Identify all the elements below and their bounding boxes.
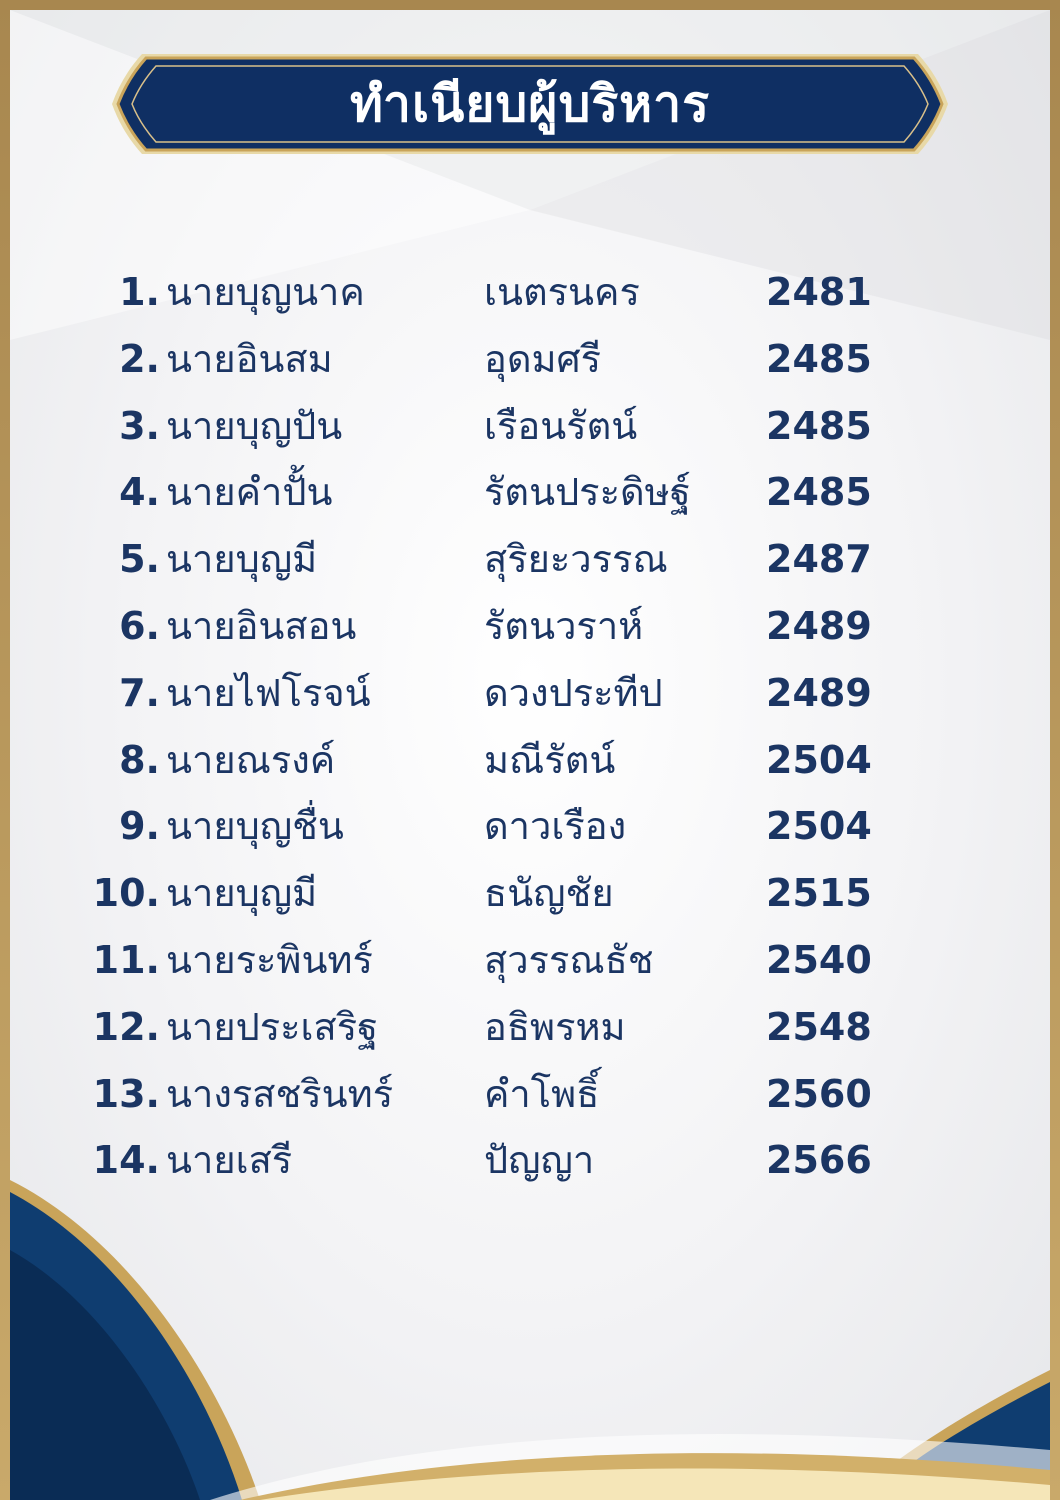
list-item: 1. นายบุญนาค เนตรนคร 2481 bbox=[0, 262, 1060, 329]
year: 2489 bbox=[766, 603, 872, 648]
first-name: นายณรงค์ bbox=[166, 737, 336, 782]
surname: ดวงประทีป bbox=[484, 670, 663, 715]
first-name: นายประเสริฐ bbox=[166, 1004, 379, 1049]
item-number: 4. bbox=[119, 470, 160, 515]
first-name: นายบุญนาค bbox=[166, 270, 365, 314]
bottom-corner-waves bbox=[10, 1180, 1050, 1500]
administrators-list: 1. นายบุญนาค เนตรนคร 2481 2. นายอินสม อุดมศรี 2… bbox=[0, 262, 1060, 1197]
year: 2566 bbox=[766, 1138, 872, 1183]
item-number: 6. bbox=[119, 603, 160, 648]
surname: สุวรรณธัช bbox=[484, 937, 654, 982]
list-item: 2. นายอินสม อุดมศรี 2485 bbox=[0, 329, 1060, 396]
year: 2485 bbox=[766, 470, 872, 515]
first-name: นายอินสม bbox=[166, 336, 333, 381]
item-number: 2. bbox=[119, 336, 160, 381]
item-number: 10. bbox=[92, 871, 160, 916]
item-number: 5. bbox=[119, 537, 160, 582]
list-item: 3. นายบุญปัน เรือนรัตน์ 2485 bbox=[0, 396, 1060, 463]
surname: อุดมศรี bbox=[484, 336, 602, 381]
item-number: 14. bbox=[92, 1138, 160, 1183]
year: 2560 bbox=[766, 1071, 872, 1116]
list-item: 11. นายระพินทร์ สุวรรณธัช 2540 bbox=[0, 930, 1060, 997]
year: 2504 bbox=[766, 737, 872, 782]
list-item: 13. นางรสชรินทร์ คำโพธิ์ 2560 bbox=[0, 1064, 1060, 1131]
item-number: 13. bbox=[92, 1071, 160, 1116]
surname: ธนัญชัย bbox=[484, 871, 614, 916]
item-number: 7. bbox=[119, 670, 160, 715]
surname: ดาวเรือง bbox=[484, 804, 627, 849]
poster-background bbox=[10, 10, 1050, 1500]
first-name: นายบุญปัน bbox=[166, 403, 343, 448]
item-number: 3. bbox=[119, 403, 160, 448]
surname: มณีรัตน์ bbox=[484, 737, 616, 782]
first-name: นายบุญมี bbox=[166, 537, 318, 582]
list-item: 7. นายไฟโรจน์ ดวงประทีป 2489 bbox=[0, 663, 1060, 730]
list-item: 9. นายบุญชื่น ดาวเรือง 2504 bbox=[0, 796, 1060, 863]
list-item: 4. นายคำปั้น รัตนประดิษฐ์ 2485 bbox=[0, 462, 1060, 529]
first-name: นางรสชรินทร์ bbox=[166, 1071, 394, 1116]
year: 2485 bbox=[766, 403, 872, 448]
first-name: นายอินสอน bbox=[166, 603, 357, 648]
first-name: นายระพินทร์ bbox=[166, 937, 373, 982]
surname: รัตนวราห์ bbox=[484, 603, 644, 648]
year: 2489 bbox=[766, 670, 872, 715]
item-number: 8. bbox=[119, 737, 160, 782]
year: 2485 bbox=[766, 336, 872, 381]
first-name: นายคำปั้น bbox=[166, 470, 333, 515]
list-item: 8. นายณรงค์ มณีรัตน์ 2504 bbox=[0, 730, 1060, 797]
first-name: นายเสรี bbox=[166, 1138, 293, 1183]
surname: รัตนประดิษฐ์ bbox=[484, 470, 691, 515]
surname: อธิพรหม bbox=[484, 1004, 626, 1049]
title-banner bbox=[112, 54, 948, 154]
year: 2515 bbox=[766, 871, 872, 916]
surname: เนตรนคร bbox=[484, 270, 640, 314]
list-item: 6. นายอินสอน รัตนวราห์ 2489 bbox=[0, 596, 1060, 663]
list-item: 12. นายประเสริฐ อธิพรหม 2548 bbox=[0, 997, 1060, 1064]
year: 2504 bbox=[766, 804, 872, 849]
surname: ปัญญา bbox=[484, 1138, 595, 1183]
item-number: 11. bbox=[92, 937, 160, 982]
item-number: 1. bbox=[119, 270, 160, 314]
list-item: 10. นายบุญมี ธนัญชัย 2515 bbox=[0, 863, 1060, 930]
first-name: นายบุญชื่น bbox=[166, 804, 344, 849]
item-number: 9. bbox=[119, 804, 160, 849]
year: 2481 bbox=[766, 270, 872, 314]
year: 2540 bbox=[766, 937, 872, 982]
page-title: ทำเนียบผู้บริหาร bbox=[349, 74, 711, 133]
list-item: 5. นายบุญมี สุริยะวรรณ 2487 bbox=[0, 529, 1060, 596]
first-name: นายไฟโรจน์ bbox=[166, 670, 371, 715]
year: 2487 bbox=[766, 537, 872, 582]
surname: สุริยะวรรณ bbox=[484, 537, 668, 582]
item-number: 12. bbox=[92, 1004, 160, 1049]
first-name: นายบุญมี bbox=[166, 871, 318, 916]
year: 2548 bbox=[766, 1004, 872, 1049]
surname: เรือนรัตน์ bbox=[484, 403, 638, 448]
surname: คำโพธิ์ bbox=[484, 1071, 600, 1116]
list-item: 14. นายเสรี ปัญญา 2566 bbox=[0, 1130, 1060, 1197]
